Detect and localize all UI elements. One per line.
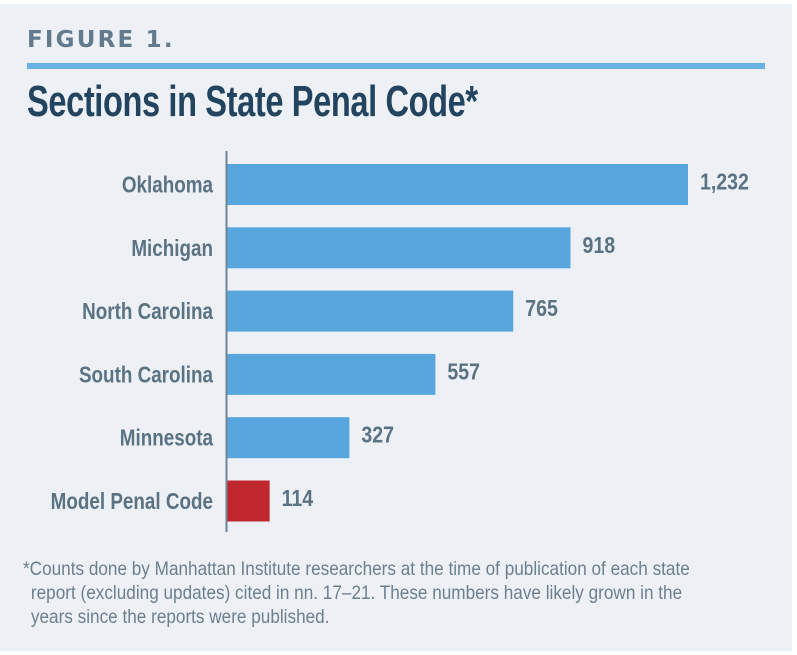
figure-label: FIGURE 1.: [27, 27, 175, 53]
category-label-model-penal-code: Model Penal Code: [51, 489, 213, 514]
value-label-north-carolina: 765: [525, 296, 558, 322]
category-label-south-carolina: South Carolina: [79, 363, 213, 388]
footnote-line-1: *Counts done by Manhattan Institute rese…: [23, 558, 690, 580]
bar-model-penal-code: [226, 480, 270, 522]
value-label-minnesota: 327: [361, 422, 394, 448]
bar-south-carolina: [226, 353, 436, 395]
bars-layer: Oklahoma 1,232 Michigan 918 North Carolina 76…: [51, 164, 749, 522]
footnote: *Counts done by Manhattan Institute rese…: [23, 557, 692, 629]
bar-north-carolina: [226, 290, 514, 332]
value-label-model-penal-code: 114: [282, 486, 314, 512]
category-label-north-carolina: North Carolina: [82, 299, 213, 324]
footnote-line-3: years since the reports were published.: [30, 606, 330, 628]
header-rule: [27, 63, 765, 69]
footnote-line-2: report (excluding updates) cited in nn. …: [30, 582, 683, 604]
bar-michigan: [226, 227, 571, 269]
chart-title: Sections in State Penal Code*: [27, 77, 478, 126]
category-label-oklahoma: Oklahoma: [122, 173, 213, 198]
bar-oklahoma: [226, 164, 688, 205]
category-label-michigan: Michigan: [131, 236, 213, 261]
bar-minnesota: [226, 417, 350, 459]
value-label-south-carolina: 557: [447, 359, 480, 385]
value-label-oklahoma: 1,232: [700, 169, 749, 195]
category-label-minnesota: Minnesota: [120, 426, 213, 451]
value-label-michigan: 918: [583, 232, 616, 258]
